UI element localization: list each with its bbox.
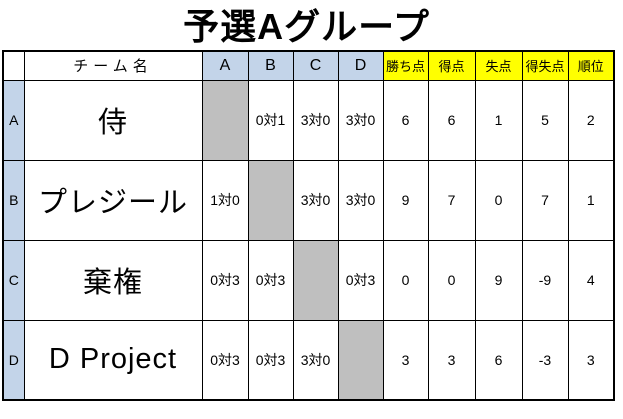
team-name-header: チーム名	[23, 50, 203, 81]
stat-cell-goals-against: 0	[474, 159, 523, 241]
page-title: 予選Aグループ	[183, 6, 430, 47]
stat-header-points: 勝ち点	[382, 50, 429, 81]
stat-header-rank: 順位	[567, 50, 615, 81]
team-name-cell: プレジール	[23, 159, 203, 241]
table-row-b: B プレジール 1対0 3対0 3対0 9 7 0 7 1	[2, 159, 615, 241]
result-cell: 0対3	[201, 239, 249, 321]
opponent-header-c: C	[292, 50, 339, 81]
result-cell: 3対0	[292, 79, 339, 161]
result-cell: 0対3	[337, 239, 384, 321]
stat-header-goals-against: 失点	[474, 50, 523, 81]
result-cell: 3対0	[337, 79, 384, 161]
stat-cell-goal-diff: -9	[521, 239, 569, 321]
corner-cell	[2, 50, 25, 81]
opponent-header-d: D	[337, 50, 384, 81]
stat-cell-goal-diff: 7	[521, 159, 569, 241]
self-match-cell	[292, 239, 339, 321]
result-cell: 0対3	[247, 239, 294, 321]
table-row-d: D D Project 0対3 0対3 3対0 3 3 6 -3 3	[2, 319, 615, 401]
stat-cell-rank: 3	[567, 319, 615, 401]
stat-cell-goals-against: 9	[474, 239, 523, 321]
stat-cell-goal-diff: 5	[521, 79, 569, 161]
opponent-header-b: B	[247, 50, 294, 81]
self-match-cell	[201, 79, 249, 161]
stat-cell-points: 0	[382, 239, 429, 321]
stat-cell-rank: 1	[567, 159, 615, 241]
row-label: C	[2, 239, 25, 321]
stat-cell-rank: 4	[567, 239, 615, 321]
stat-cell-goal-diff: -3	[521, 319, 569, 401]
self-match-cell	[247, 159, 294, 241]
stat-cell-goals-for: 6	[427, 79, 476, 161]
stat-cell-points: 6	[382, 79, 429, 161]
row-label: B	[2, 159, 25, 241]
row-label: A	[2, 79, 25, 161]
stat-header-goals-for: 得点	[427, 50, 476, 81]
result-cell: 3対0	[292, 319, 339, 401]
result-cell: 3対0	[292, 159, 339, 241]
table-row-c: C 棄権 0対3 0対3 0対3 0 0 9 -9 4	[2, 239, 615, 321]
stat-cell-points: 9	[382, 159, 429, 241]
team-name-cell: 侍	[23, 79, 203, 161]
stat-cell-goals-against: 1	[474, 79, 523, 161]
result-cell: 0対3	[247, 319, 294, 401]
stat-cell-goals-for: 3	[427, 319, 476, 401]
header-row: チーム名 A B C D 勝ち点 得点 失点 得失点 順位	[2, 50, 615, 81]
result-cell: 3対0	[337, 159, 384, 241]
results-table: チーム名 A B C D 勝ち点 得点 失点 得失点 順位 A 侍 0対1 3対…	[2, 50, 615, 401]
table-row-a: A 侍 0対1 3対0 3対0 6 6 1 5 2	[2, 79, 615, 161]
team-name-cell: D Project	[23, 319, 203, 401]
team-name-cell: 棄権	[23, 239, 203, 321]
stat-cell-goals-for: 0	[427, 239, 476, 321]
opponent-header-a: A	[201, 50, 249, 81]
result-cell: 0対3	[201, 319, 249, 401]
result-cell: 1対0	[201, 159, 249, 241]
self-match-cell	[337, 319, 384, 401]
stat-cell-rank: 2	[567, 79, 615, 161]
stat-header-goal-diff: 得失点	[521, 50, 569, 81]
stat-cell-goals-against: 6	[474, 319, 523, 401]
row-label: D	[2, 319, 25, 401]
stat-cell-goals-for: 7	[427, 159, 476, 241]
stat-cell-points: 3	[382, 319, 429, 401]
result-cell: 0対1	[247, 79, 294, 161]
